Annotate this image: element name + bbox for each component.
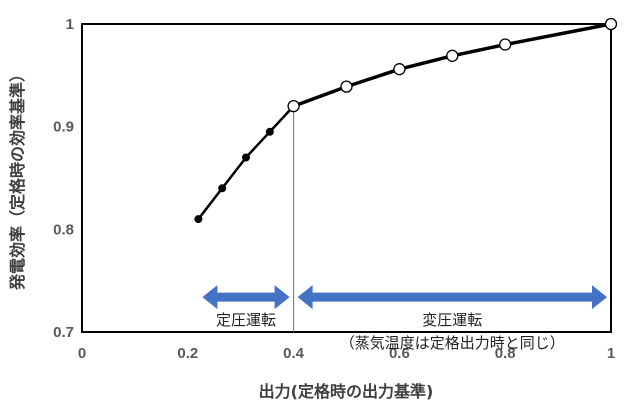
data-point bbox=[446, 49, 459, 62]
x-tick-label: 0.8 bbox=[495, 345, 516, 362]
region-label: 定圧運転 bbox=[216, 311, 276, 329]
region-arrow bbox=[297, 285, 607, 310]
y-axis-title: 発電効率（定格時の効率基準） bbox=[8, 66, 27, 291]
x-tick-label: 0 bbox=[78, 345, 86, 362]
y-tick-label: 0.7 bbox=[53, 324, 74, 341]
region-label: （蒸気温度は定格出力時と同じ） bbox=[340, 334, 565, 352]
data-point bbox=[241, 153, 250, 162]
y-tick-label: 0.8 bbox=[53, 221, 74, 238]
data-point bbox=[194, 215, 203, 224]
data-point bbox=[287, 99, 300, 113]
data-point bbox=[499, 38, 512, 51]
x-tick-label: 0.6 bbox=[389, 345, 410, 362]
y-tick-label: 1 bbox=[66, 16, 74, 33]
x-tick-labels: 0 0.2 0.4 0.6 0.8 1 bbox=[78, 345, 615, 362]
data-point bbox=[218, 184, 227, 193]
data-point bbox=[265, 127, 274, 136]
region-label: 変圧運転 bbox=[422, 311, 482, 329]
x-tick-label: 0.4 bbox=[283, 345, 305, 362]
plot-area bbox=[81, 23, 612, 333]
data-point bbox=[340, 80, 353, 93]
x-axis-title: 出力(定格時の出力基準) bbox=[259, 382, 434, 401]
region-arrows bbox=[202, 285, 607, 310]
data-point bbox=[604, 17, 618, 31]
x-tick-label: 0.2 bbox=[177, 345, 198, 362]
x-tick-label: 1 bbox=[607, 345, 615, 362]
y-tick-labels: 0.7 0.8 0.9 1 bbox=[53, 16, 74, 341]
data-point bbox=[393, 63, 406, 76]
series-layer bbox=[194, 17, 618, 224]
region-arrow bbox=[202, 285, 290, 310]
series-line bbox=[292, 22, 612, 108]
region-labels: 定圧運転 変圧運転 （蒸気温度は定格出力時と同じ） bbox=[216, 311, 565, 352]
y-tick-label: 0.9 bbox=[53, 119, 74, 136]
